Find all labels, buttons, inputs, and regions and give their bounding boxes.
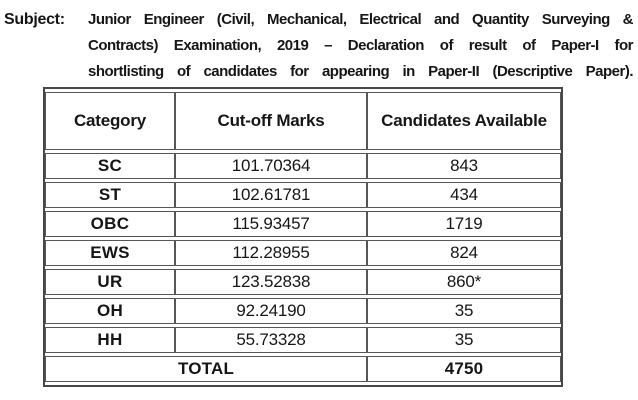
category-cell: ST xyxy=(45,182,175,208)
column-header-category: Category xyxy=(45,92,175,150)
table-row: HH 55.73328 35 xyxy=(45,327,561,353)
total-label-cell: TOTAL xyxy=(45,356,367,382)
total-available-cell: 4750 xyxy=(367,356,561,382)
column-header-cutoff-marks: Cut-off Marks xyxy=(175,92,367,150)
available-cell: 434 xyxy=(367,182,561,208)
column-header-candidates-available: Candidates Available xyxy=(367,92,561,150)
table-row: OH 92.24190 35 xyxy=(45,298,561,324)
table-row: EWS 112.28955 824 xyxy=(45,240,561,266)
cutoff-cell: 92.24190 xyxy=(175,298,367,324)
cutoff-table: Category Cut-off Marks Candidates Availa… xyxy=(43,87,563,387)
category-cell: UR xyxy=(45,269,175,295)
cutoff-cell: 115.93457 xyxy=(175,211,367,237)
available-cell: 860* xyxy=(367,269,561,295)
subject-line-2: Contracts) Examination, 2019 – Declarati… xyxy=(88,37,634,54)
category-cell: SC xyxy=(45,153,175,179)
cutoff-cell: 123.52838 xyxy=(175,269,367,295)
category-cell: HH xyxy=(45,327,175,353)
table-row: SC 101.70364 843 xyxy=(45,153,561,179)
available-cell: 35 xyxy=(367,298,561,324)
table-header-row: Category Cut-off Marks Candidates Availa… xyxy=(45,92,561,150)
table-row: ST 102.61781 434 xyxy=(45,182,561,208)
subject-label: Subject: xyxy=(4,11,65,28)
subject-text: Junior Engineer (Civil, Mechanical, Elec… xyxy=(88,7,634,85)
cutoff-cell: 112.28955 xyxy=(175,240,367,266)
cutoff-cell: 102.61781 xyxy=(175,182,367,208)
subject-line-1: Junior Engineer (Civil, Mechanical, Elec… xyxy=(88,11,634,28)
category-cell: OH xyxy=(45,298,175,324)
subject-line-3: shortlisting of candidates for appearing… xyxy=(88,63,634,80)
subject-block: Subject: Junior Engineer (Civil, Mechani… xyxy=(0,0,638,85)
available-cell: 35 xyxy=(367,327,561,353)
available-cell: 1719 xyxy=(367,211,561,237)
available-cell: 843 xyxy=(367,153,561,179)
table-row: OBC 115.93457 1719 xyxy=(45,211,561,237)
table-total-row: TOTAL 4750 xyxy=(45,356,561,382)
category-cell: EWS xyxy=(45,240,175,266)
cutoff-cell: 55.73328 xyxy=(175,327,367,353)
available-cell: 824 xyxy=(367,240,561,266)
cutoff-cell: 101.70364 xyxy=(175,153,367,179)
table-row: UR 123.52838 860* xyxy=(45,269,561,295)
category-cell: OBC xyxy=(45,211,175,237)
